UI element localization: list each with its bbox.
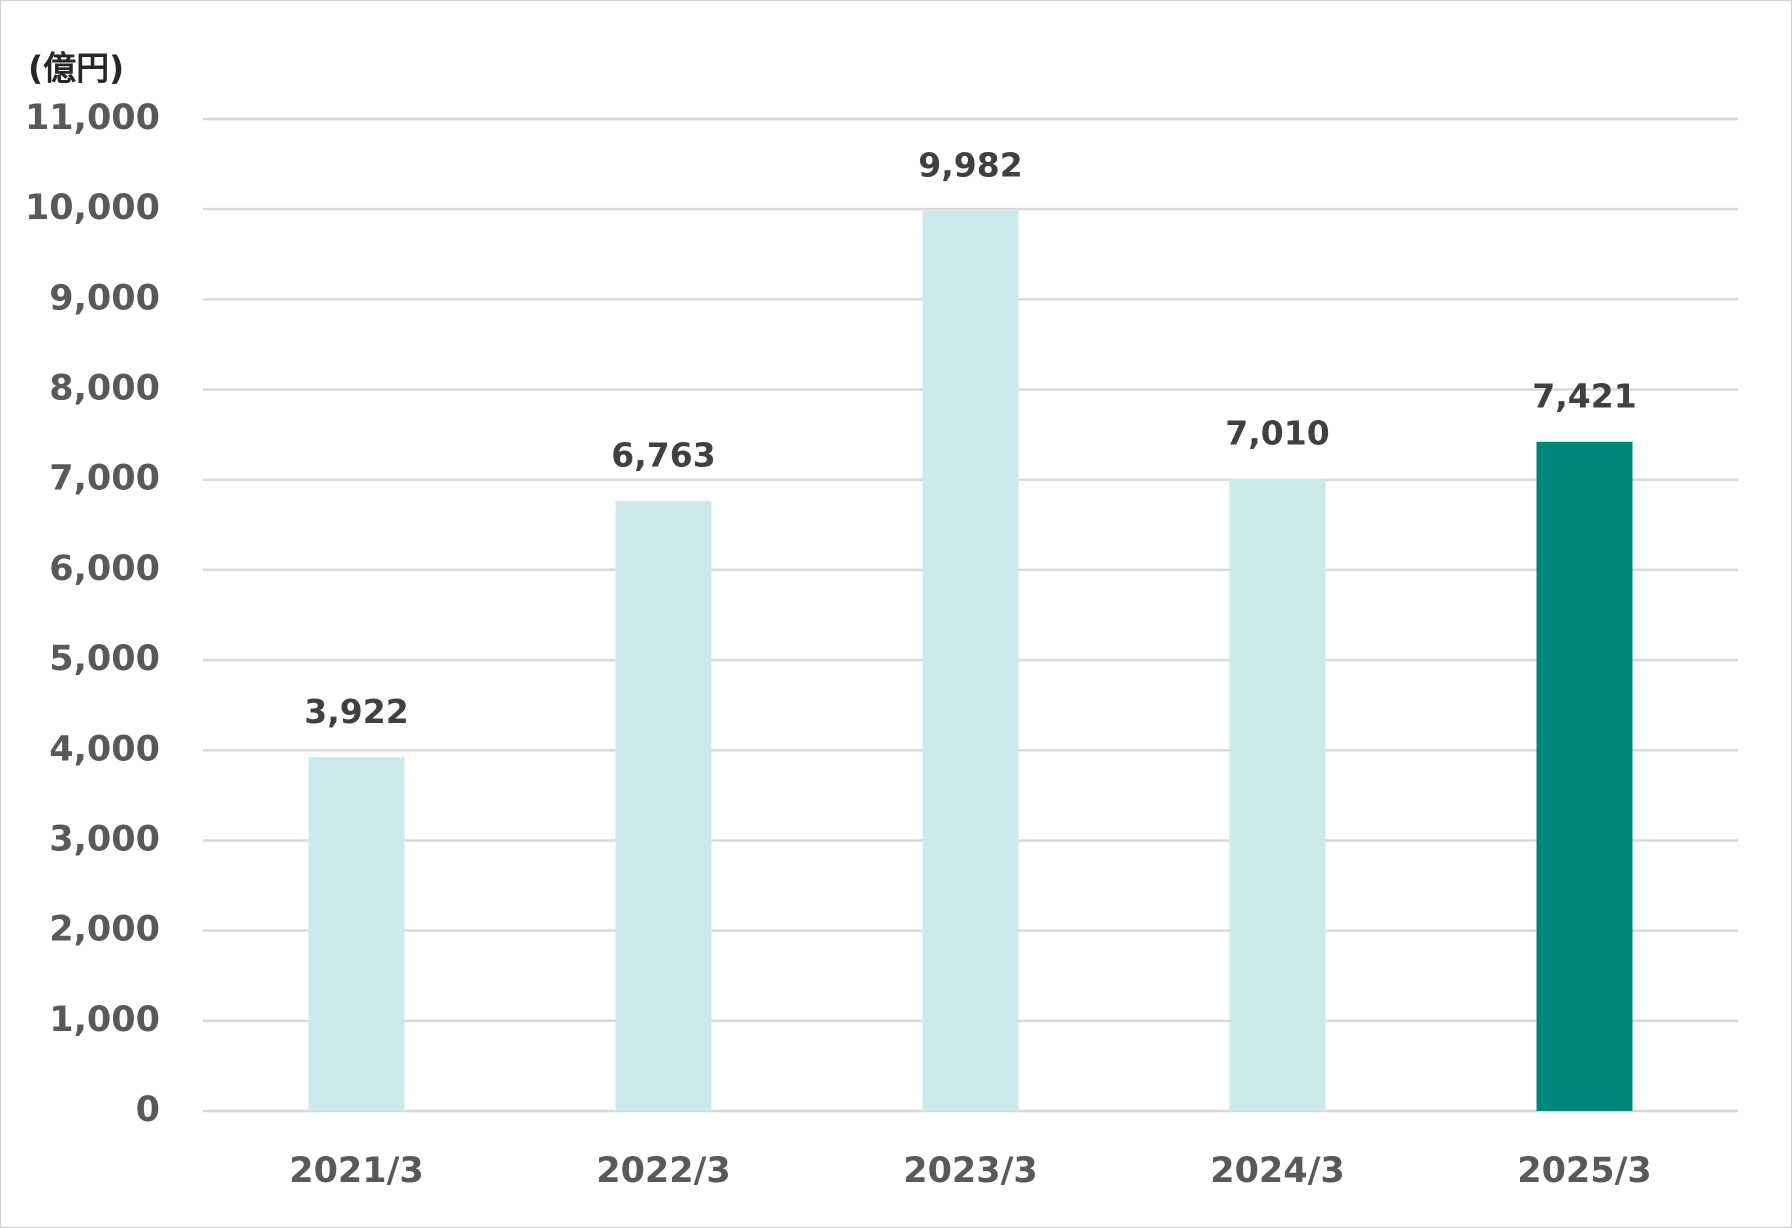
y-tick-label: 2,000 (49, 910, 160, 950)
y-tick-label: 11,000 (25, 98, 160, 138)
value-label: 7,010 (1225, 413, 1329, 452)
x-tick-label: 2024/3 (1210, 1151, 1345, 1191)
y-tick-label: 9,000 (49, 278, 160, 318)
x-tick-label: 2023/3 (903, 1151, 1038, 1191)
value-label: 7,421 (1532, 376, 1636, 415)
bar (308, 757, 405, 1111)
value-label: 3,922 (304, 692, 408, 731)
x-tick-label: 2025/3 (1517, 1151, 1652, 1191)
value-label: 9,982 (918, 145, 1022, 184)
unit-label: (億円) (28, 49, 124, 88)
y-tick-label: 0 (136, 1090, 160, 1130)
y-tick-label: 4,000 (49, 729, 160, 769)
bar (1229, 478, 1326, 1111)
y-tick-label: 6,000 (49, 549, 160, 589)
bar (922, 210, 1019, 1112)
y-tick-label: 1,000 (49, 1000, 160, 1040)
x-tick-label: 2021/3 (289, 1151, 424, 1191)
y-tick-label: 5,000 (49, 639, 160, 679)
bar (615, 501, 712, 1112)
value-label: 6,763 (611, 436, 715, 475)
y-tick-label: 8,000 (49, 369, 160, 409)
bar (1536, 441, 1633, 1111)
y-tick-label: 3,000 (49, 819, 160, 859)
x-tick-label: 2022/3 (596, 1151, 731, 1191)
y-tick-label: 7,000 (49, 459, 160, 499)
y-tick-label: 10,000 (25, 188, 160, 228)
